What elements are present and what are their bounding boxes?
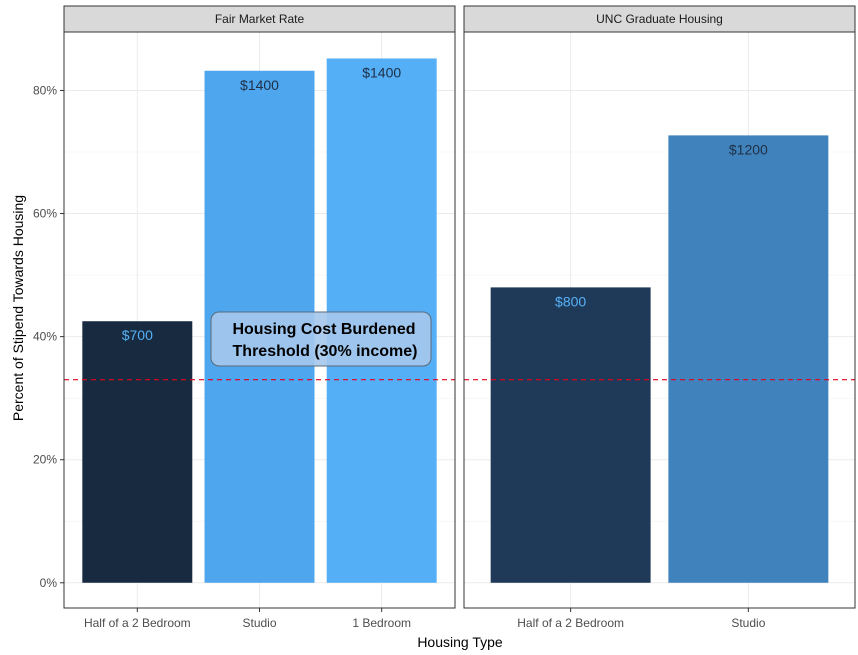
threshold-annotation-box xyxy=(210,311,432,367)
bar-label-fair-market-rate-1-bedroom: $1400 xyxy=(362,64,401,80)
bar-unc-graduate-housing-studio xyxy=(668,135,829,583)
y-tick-label: 0% xyxy=(40,576,58,590)
y-tick-label: 60% xyxy=(33,207,57,221)
x-axis-title: Housing Type xyxy=(417,634,503,650)
strip-unc-graduate-housing xyxy=(463,5,856,33)
threshold-annotation-line2: Threshold (30% income) xyxy=(233,343,418,360)
threshold-annotation-line1: Housing Cost Burdened xyxy=(232,321,415,338)
y-tick-label: 20% xyxy=(33,453,57,467)
panel-border-unc-graduate-housing xyxy=(463,31,856,609)
y-axis-title: Percent of Stipend Towards Housing xyxy=(10,195,26,421)
x-tick-label-unc-graduate-housing-half-of-a-2-bedroom: Half of a 2 Bedroom xyxy=(517,616,624,630)
bar-unc-graduate-housing-half-of-a-2-bedroom xyxy=(490,287,651,583)
strip-fair-market-rate xyxy=(63,5,456,33)
bar-fair-market-rate-half-of-a-2-bedroom xyxy=(82,321,193,583)
y-tick-label: 80% xyxy=(33,83,57,97)
x-axis: Half of a 2 Bedroom Studio 1 Bedroom Half o… xyxy=(84,608,766,630)
strip-title-unc-graduate-housing: UNC Graduate Housing xyxy=(596,12,723,26)
strip-title-fair-market-rate: Fair Market Rate xyxy=(215,12,305,26)
x-tick-label-fair-market-rate-half-of-a-2-bedroom: Half of a 2 Bedroom xyxy=(84,616,191,630)
bar-label-fair-market-rate-studio: $1400 xyxy=(240,77,279,93)
bar-labels: $700 $1400 $1400 $800 $1200 xyxy=(122,64,768,343)
x-tick-label-fair-market-rate-1-bedroom: 1 Bedroom xyxy=(352,616,411,630)
bar-label-fair-market-rate-half-of-a-2-bedroom: $700 xyxy=(122,327,153,343)
x-tick-label-fair-market-rate-studio: Studio xyxy=(242,616,276,630)
y-axis: 0% 20% 40% 60% 80% xyxy=(33,83,64,590)
bar-label-unc-graduate-housing-studio: $1200 xyxy=(729,141,768,157)
bar-label-unc-graduate-housing-half-of-a-2-bedroom: $800 xyxy=(555,293,586,309)
threshold-annotation: Housing Cost Burdened Threshold (30% inc… xyxy=(210,311,432,367)
x-tick-label-unc-graduate-housing-studio: Studio xyxy=(731,616,765,630)
y-tick-label: 40% xyxy=(33,330,57,344)
